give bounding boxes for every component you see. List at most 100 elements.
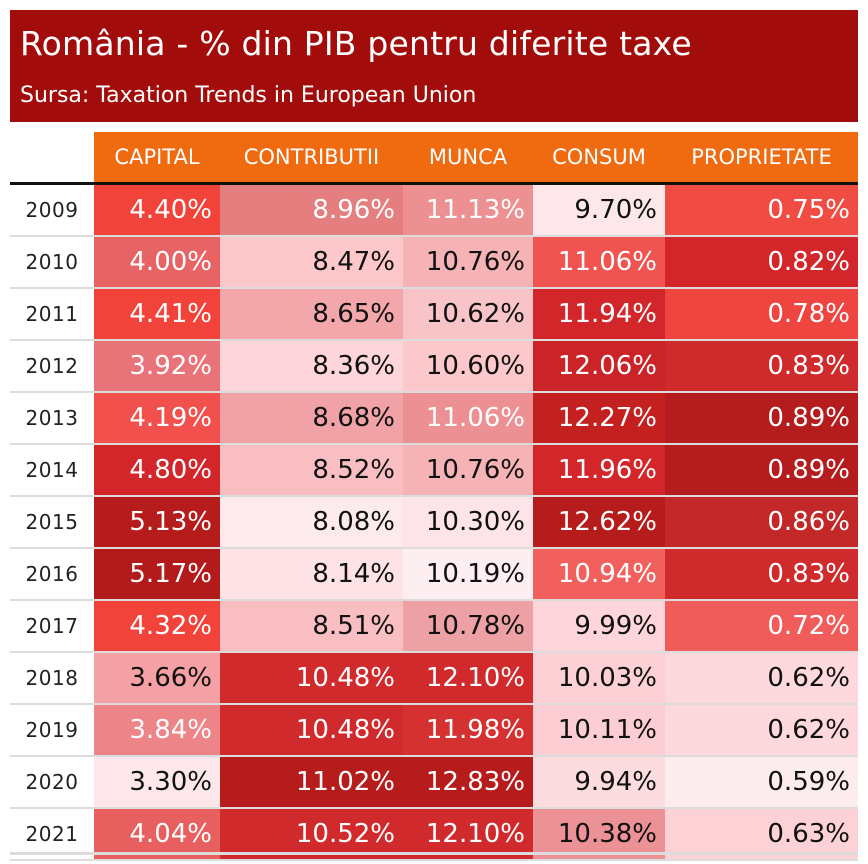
row-divider	[10, 443, 858, 445]
row-year-label: 2012	[25, 354, 79, 378]
bottom-divider	[10, 852, 858, 855]
cell-capital: 4.32%	[94, 601, 220, 651]
row-divider	[10, 859, 858, 861]
cell-consum: 10.94%	[533, 549, 665, 599]
cell-munca: 10.19%	[403, 549, 533, 599]
table-row: 2011 4.41% 8.65% 10.62% 11.94% 0.78%	[10, 289, 858, 339]
cell-munca: 12.83%	[403, 757, 533, 807]
cell-munca: 12.10%	[403, 653, 533, 703]
cell-consum: 10.03%	[533, 653, 665, 703]
cell-capital: 3.92%	[94, 341, 220, 391]
column-header-row: CAPITAL CONTRIBUTII MUNCA CONSUM PROPRIE…	[10, 132, 858, 182]
cell-capital: 3.84%	[94, 705, 220, 755]
title-banner: România - % din PIB pentru diferite taxe…	[10, 10, 858, 122]
row-year-label: 2009	[25, 198, 79, 222]
row-year-label: 2021	[25, 822, 79, 846]
row-year-label: 2010	[25, 250, 79, 274]
table-row: 2016 5.17% 8.14% 10.19% 10.94% 0.83%	[10, 549, 858, 599]
row-divider	[10, 495, 858, 497]
table-row: 2019 3.84% 10.48% 11.98% 10.11% 0.62%	[10, 705, 858, 755]
cell-contributii: 11.02%	[220, 757, 403, 807]
row-year-label: 2016	[25, 562, 79, 586]
cell-proprietate: 0.78%	[665, 289, 858, 339]
row-divider	[10, 651, 858, 653]
table-row: 2012 3.92% 8.36% 10.60% 12.06% 0.83%	[10, 341, 858, 391]
cell-proprietate: 0.59%	[665, 757, 858, 807]
table-row: 2015 5.13% 8.08% 10.30% 12.62% 0.86%	[10, 497, 858, 547]
cell-contributii: 8.47%	[220, 237, 403, 287]
cell-capital: 3.30%	[94, 757, 220, 807]
cell-proprietate: 0.89%	[665, 445, 858, 495]
row-divider	[10, 599, 858, 601]
cell-consum: 10.11%	[533, 705, 665, 755]
column-header-proprietate: PROPRIETATE	[665, 132, 858, 182]
row-divider	[10, 807, 858, 809]
cell-capital: 4.40%	[94, 185, 220, 235]
cell-proprietate: 0.82%	[665, 237, 858, 287]
cell-munca: 10.78%	[403, 601, 533, 651]
table-row: 2017 4.32% 8.51% 10.78% 9.99% 0.72%	[10, 601, 858, 651]
cell-munca: 10.76%	[403, 237, 533, 287]
row-year-label: 2019	[25, 718, 79, 742]
cell-contributii: 8.65%	[220, 289, 403, 339]
table-row: 2020 3.30% 11.02% 12.83% 9.94% 0.59%	[10, 757, 858, 807]
table-row: 2014 4.80% 8.52% 10.76% 11.96% 0.89%	[10, 445, 858, 495]
cell-consum: 11.06%	[533, 237, 665, 287]
cell-munca: 10.76%	[403, 445, 533, 495]
cell-munca: 11.13%	[403, 185, 533, 235]
cell-contributii: 10.48%	[220, 705, 403, 755]
row-divider	[10, 547, 858, 549]
table-frame: România - % din PIB pentru diferite taxe…	[10, 10, 858, 861]
cell-consum: 12.06%	[533, 341, 665, 391]
cell-capital: 4.00%	[94, 237, 220, 287]
cell-contributii: 10.48%	[220, 653, 403, 703]
cell-munca: 12.10%	[403, 809, 533, 859]
row-divider	[10, 287, 858, 289]
cell-munca: 11.98%	[403, 705, 533, 755]
cell-proprietate: 0.86%	[665, 497, 858, 547]
header-divider	[10, 182, 858, 185]
cell-consum: 10.38%	[533, 809, 665, 859]
table-row: 2018 3.66% 10.48% 12.10% 10.03% 0.62%	[10, 653, 858, 703]
cell-capital: 4.04%	[94, 809, 220, 859]
cell-capital: 5.17%	[94, 549, 220, 599]
chart-subtitle: Sursa: Taxation Trends in European Union	[20, 83, 477, 108]
column-header-munca: MUNCA	[403, 132, 533, 182]
cell-consum: 12.62%	[533, 497, 665, 547]
cell-contributii: 8.96%	[220, 185, 403, 235]
table-row: 2021 4.04% 10.52% 12.10% 10.38% 0.63%	[10, 809, 858, 859]
cell-capital: 4.19%	[94, 393, 220, 443]
cell-proprietate: 0.75%	[665, 185, 858, 235]
cell-contributii: 10.52%	[220, 809, 403, 859]
row-year-label: 2013	[25, 406, 79, 430]
cell-proprietate: 0.62%	[665, 653, 858, 703]
row-year-label: 2017	[25, 614, 79, 638]
cell-capital: 4.41%	[94, 289, 220, 339]
cell-capital: 5.13%	[94, 497, 220, 547]
cell-contributii: 8.51%	[220, 601, 403, 651]
cell-consum: 11.96%	[533, 445, 665, 495]
cell-consum: 9.70%	[533, 185, 665, 235]
cell-contributii: 8.14%	[220, 549, 403, 599]
row-year-label: 2011	[25, 302, 79, 326]
row-divider	[10, 755, 858, 757]
row-divider	[10, 703, 858, 705]
row-divider	[10, 339, 858, 341]
cell-proprietate: 0.83%	[665, 341, 858, 391]
row-year-label: 2014	[25, 458, 79, 482]
cell-contributii: 8.36%	[220, 341, 403, 391]
column-header-consum: CONSUM	[533, 132, 665, 182]
cell-proprietate: 0.62%	[665, 705, 858, 755]
column-header-capital: CAPITAL	[94, 132, 220, 182]
cell-proprietate: 0.83%	[665, 549, 858, 599]
chart-title: România - % din PIB pentru diferite taxe	[20, 24, 692, 63]
cell-consum: 9.94%	[533, 757, 665, 807]
column-header-contributii: CONTRIBUTII	[220, 132, 403, 182]
cell-capital: 3.66%	[94, 653, 220, 703]
cell-contributii: 8.68%	[220, 393, 403, 443]
row-year-label: 2015	[25, 510, 79, 534]
cell-proprietate: 0.72%	[665, 601, 858, 651]
cell-capital: 4.80%	[94, 445, 220, 495]
cell-munca: 10.62%	[403, 289, 533, 339]
cell-proprietate: 0.63%	[665, 809, 858, 859]
